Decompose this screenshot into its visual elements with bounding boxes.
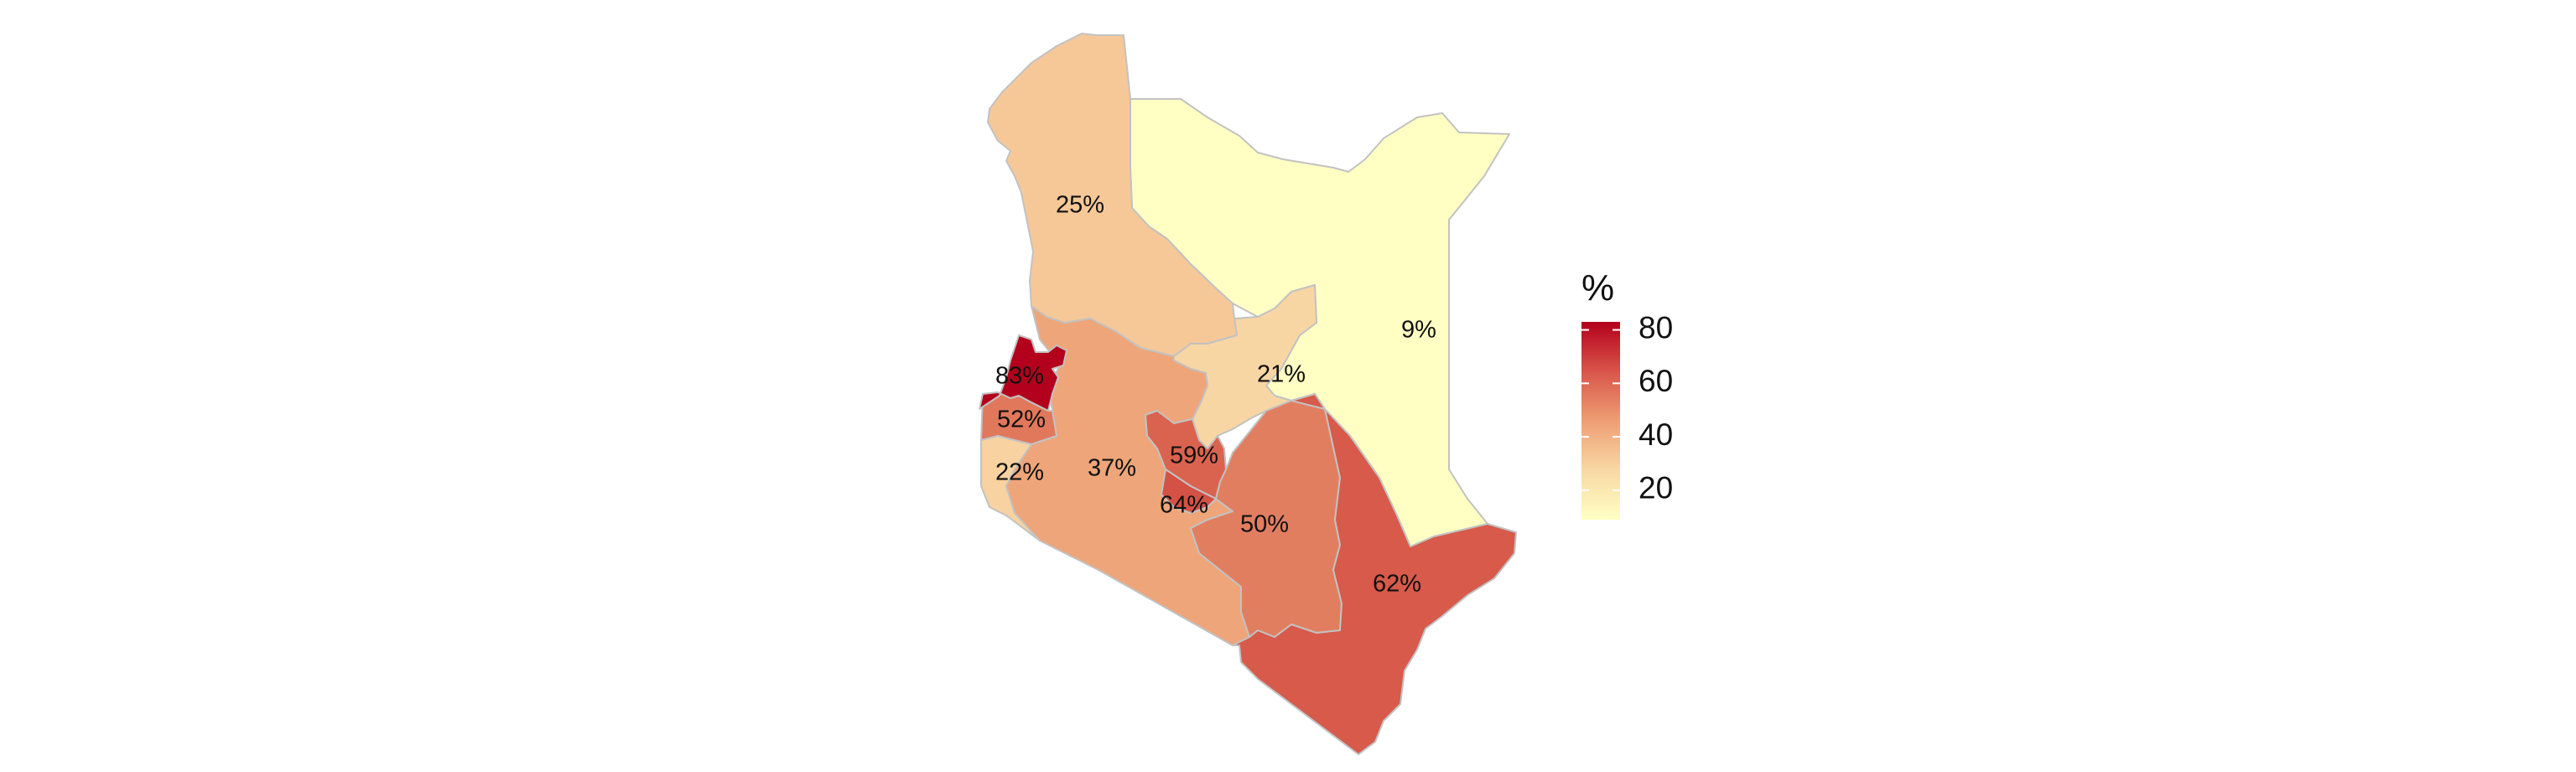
kenya-map [979, 33, 1517, 755]
legend-tick-label: 80 [1639, 310, 1673, 345]
region-coast[interactable] [1232, 393, 1517, 755]
region-nairobi[interactable] [1161, 469, 1217, 514]
region-label-eastern: 50% [1240, 511, 1289, 538]
legend-ticks: 80 60 40 20 [1581, 310, 1673, 505]
region-label-western-north: 83% [995, 363, 1044, 390]
region-label-nyanza: 22% [995, 459, 1044, 486]
region-western-north[interactable] [979, 334, 1067, 412]
legend-tick-label: 20 [1639, 471, 1673, 505]
region-label-north-eastern: 9% [1401, 317, 1436, 344]
region-labels: 25% 9% 21% 83% 52% 22% 37% 59% 64% 50% 6… [995, 192, 1436, 598]
region-label-turkana-north-rift: 25% [1056, 192, 1104, 219]
legend: % 80 60 40 20 [1581, 267, 1673, 520]
legend-colorbar [1581, 322, 1620, 520]
legend-tick-label: 40 [1639, 417, 1673, 452]
legend-title: % [1581, 267, 1614, 308]
region-label-rift-valley-south: 37% [1088, 455, 1136, 482]
region-label-coast: 62% [1373, 571, 1421, 598]
region-label-nairobi: 64% [1160, 492, 1208, 519]
region-label-central: 59% [1170, 443, 1218, 469]
legend-tick-label: 60 [1639, 364, 1673, 398]
region-label-upper-eastern: 21% [1257, 361, 1306, 388]
region-label-western-south: 52% [997, 407, 1046, 433]
